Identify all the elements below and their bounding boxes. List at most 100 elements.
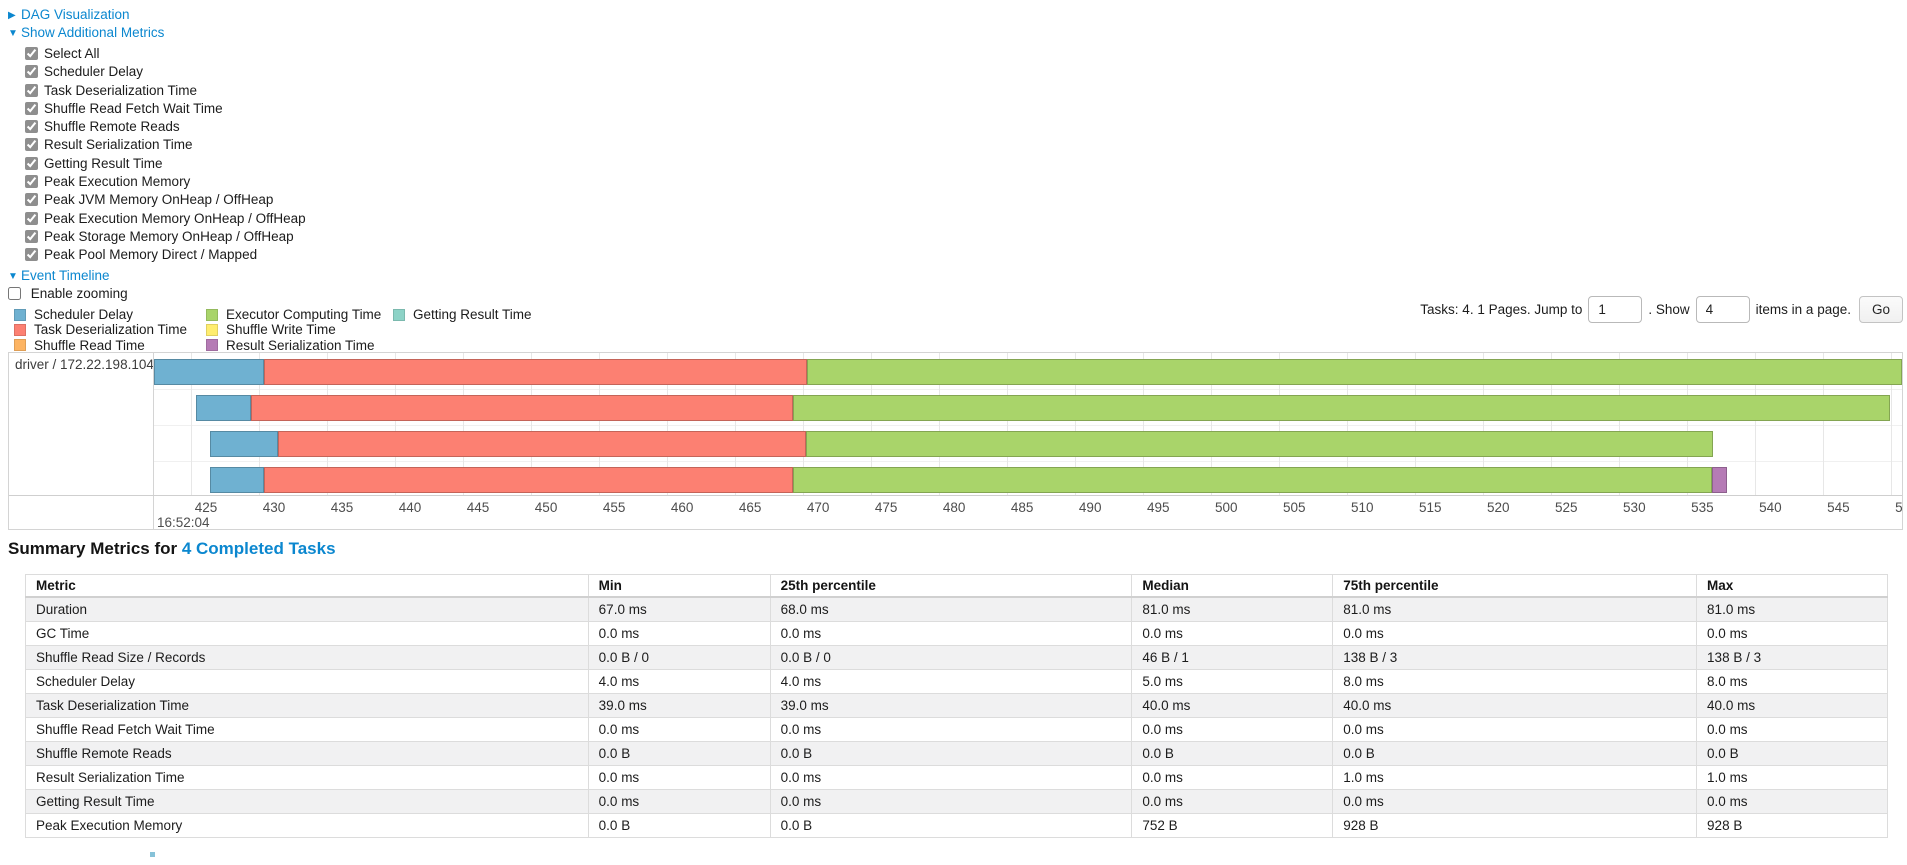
- metric-checkbox[interactable]: [25, 83, 38, 97]
- value-cell: 40.0 ms: [1131, 693, 1334, 718]
- metric-checkbox[interactable]: [25, 229, 38, 243]
- table-row: Shuffle Remote Reads 0.0 B 0.0 B 0.0 B 0.0 B…: [25, 741, 1888, 766]
- table-row: Shuffle Read Fetch Wait Time 0.0 ms 0.0 ms…: [25, 717, 1888, 742]
- metric-checkbox-label: Result Serialization Time: [44, 137, 193, 153]
- value-cell: 0.0 ms: [1131, 717, 1334, 742]
- table-row: Peak Execution Memory 0.0 B 0.0 B 752 B 928 …: [25, 813, 1888, 838]
- value-cell: 5.0 ms: [1131, 669, 1334, 694]
- column-header: Min: [587, 574, 771, 598]
- legend-label: Result Serialization Time: [226, 337, 375, 353]
- timeline-tick-label: 520: [1487, 500, 1510, 515]
- metric-checkbox[interactable]: [25, 47, 38, 60]
- metric-checkbox-label: Shuffle Remote Reads: [44, 119, 180, 135]
- value-cell: 0.0 B: [587, 741, 771, 766]
- value-cell: 0.0 ms: [1696, 717, 1888, 742]
- value-cell: 0.0 B: [769, 741, 1133, 766]
- timeline-tick-label: 440: [398, 500, 422, 515]
- timeline-tick-label: 430: [262, 500, 286, 515]
- scheduler_delay-task-bar-segment[interactable]: [209, 467, 265, 493]
- executor_computing-task-bar-segment[interactable]: [793, 467, 1712, 493]
- column-header: 75th percentile: [1332, 574, 1698, 598]
- metric-checkbox-label: Peak JVM Memory OnHeap / OffHeap: [44, 192, 274, 208]
- jump-to-page-input[interactable]: [1588, 296, 1643, 323]
- legend-column: Getting Result Time: [393, 307, 532, 353]
- timeline-gridline: [1142, 353, 1144, 495]
- legend-label: Shuffle Read Time: [34, 337, 145, 353]
- getting_result-swatch-icon: [393, 308, 405, 321]
- metric-checkbox[interactable]: [25, 120, 38, 134]
- value-cell: 0.0 ms: [1131, 765, 1334, 790]
- executor_computing-task-bar-segment[interactable]: [793, 395, 1890, 421]
- enable-zooming-checkbox[interactable]: [8, 286, 21, 300]
- metric-checkbox-label: Peak Storage Memory OnHeap / OffHeap: [44, 228, 294, 244]
- completed-tasks-link[interactable]: 4 Completed Tasks: [181, 539, 336, 558]
- value-cell: 0.0 B: [587, 813, 771, 838]
- value-cell: 0.0 B: [1131, 741, 1334, 766]
- metric-checkbox-label: Peak Pool Memory Direct / Mapped: [44, 247, 258, 263]
- metric-cell: Shuffle Read Fetch Wait Time: [25, 717, 589, 742]
- timeline-gridline: [1210, 353, 1212, 495]
- scheduler_delay-task-bar-segment[interactable]: [154, 359, 265, 385]
- value-cell: 46 B / 1: [1131, 645, 1334, 670]
- value-cell: 0.0 ms: [587, 621, 771, 646]
- timeline-task-row: [154, 359, 1902, 385]
- metric-cell: Peak Execution Memory: [25, 813, 589, 838]
- executor_computing-task-bar-segment[interactable]: [805, 431, 1713, 457]
- metric-checkbox[interactable]: [25, 248, 38, 262]
- metric-checkbox[interactable]: [25, 175, 38, 189]
- value-cell: 0.0 ms: [769, 765, 1133, 790]
- timeline-gridline: [1619, 353, 1621, 495]
- go-button[interactable]: Go: [1858, 296, 1903, 323]
- task_deserialization-task-bar-segment[interactable]: [264, 467, 794, 493]
- shuffle_read-swatch-icon: [14, 339, 26, 352]
- timeline-legend: Scheduler Delay Task Deserialization Time…: [14, 307, 532, 353]
- metric-checkbox-label: Shuffle Read Fetch Wait Time: [44, 100, 223, 116]
- value-cell: 8.0 ms: [1696, 669, 1888, 694]
- value-cell: 8.0 ms: [1332, 669, 1698, 694]
- metric-checkbox-item: Scheduler Delay: [25, 63, 306, 81]
- event-timeline-toggle[interactable]: ▼ Event Timeline: [8, 267, 306, 285]
- metric-checkbox[interactable]: [25, 211, 38, 225]
- value-cell: 0.0 ms: [587, 765, 771, 790]
- timeline-tick-label: 460: [670, 500, 694, 515]
- timeline-tick-label: 470: [806, 500, 830, 515]
- summary-heading: Summary Metrics for 4 Completed Tasks: [8, 539, 336, 559]
- metric-checkbox-item: Shuffle Read Fetch Wait Time: [25, 100, 306, 118]
- timeline-tick-label: 480: [942, 500, 966, 515]
- metric-checkbox[interactable]: [25, 193, 38, 207]
- value-cell: 0.0 ms: [1332, 717, 1698, 742]
- legend-entry: Result Serialization Time: [206, 338, 393, 353]
- additional-metrics-list: Select All Scheduler Delay Task Deserializ…: [8, 42, 306, 267]
- arrow-down-icon: ▼: [8, 28, 18, 39]
- timeline-tick-label: 425: [194, 500, 218, 515]
- page-size-input[interactable]: [1695, 296, 1750, 323]
- scheduler_delay-task-bar-segment[interactable]: [196, 395, 251, 421]
- task_deserialization-task-bar-segment[interactable]: [264, 359, 807, 385]
- timeline-tick-label: 550: [1895, 500, 1902, 515]
- timeline-tick-label: 530: [1623, 500, 1646, 515]
- metric-checkbox[interactable]: [25, 101, 38, 115]
- metric-checkbox[interactable]: [25, 156, 38, 170]
- result_serialization-task-bar-segment[interactable]: [1711, 467, 1727, 493]
- task_deserialization-task-bar-segment[interactable]: [250, 395, 794, 421]
- value-cell: 0.0 ms: [769, 717, 1133, 742]
- executor_computing-task-bar-segment[interactable]: [806, 359, 1902, 385]
- value-cell: 0.0 ms: [769, 789, 1133, 814]
- table-row: Duration 67.0 ms 68.0 ms 81.0 ms 81.0 ms 81.0…: [25, 596, 1888, 622]
- value-cell: 1.0 ms: [1696, 765, 1888, 790]
- timeline-gridline: [1006, 353, 1008, 495]
- metric-checkbox[interactable]: [25, 138, 38, 152]
- legend-label: Getting Result Time: [413, 307, 532, 323]
- task_deserialization-task-bar-segment[interactable]: [277, 431, 806, 457]
- table-row: Scheduler Delay 4.0 ms 4.0 ms 5.0 ms 8.0 ms 8…: [25, 669, 1888, 694]
- timeline-plot-area: 425 430 435 440 445 450 455 460 465 470 475 480 485 4…: [154, 353, 1902, 529]
- show-additional-metrics-toggle[interactable]: ▼ Show Additional Metrics: [8, 24, 306, 42]
- metric-checkbox[interactable]: [25, 65, 38, 79]
- dag-visualization-toggle[interactable]: ▶ DAG Visualization: [8, 6, 306, 24]
- legend-entry: Executor Computing Time: [206, 307, 393, 322]
- timeline-gridline: [1823, 353, 1825, 495]
- scheduler_delay-task-bar-segment[interactable]: [209, 431, 278, 457]
- value-cell: 81.0 ms: [1332, 596, 1698, 622]
- timeline-gridline: [1755, 353, 1757, 495]
- metric-checkbox-item: Shuffle Remote Reads: [25, 118, 306, 136]
